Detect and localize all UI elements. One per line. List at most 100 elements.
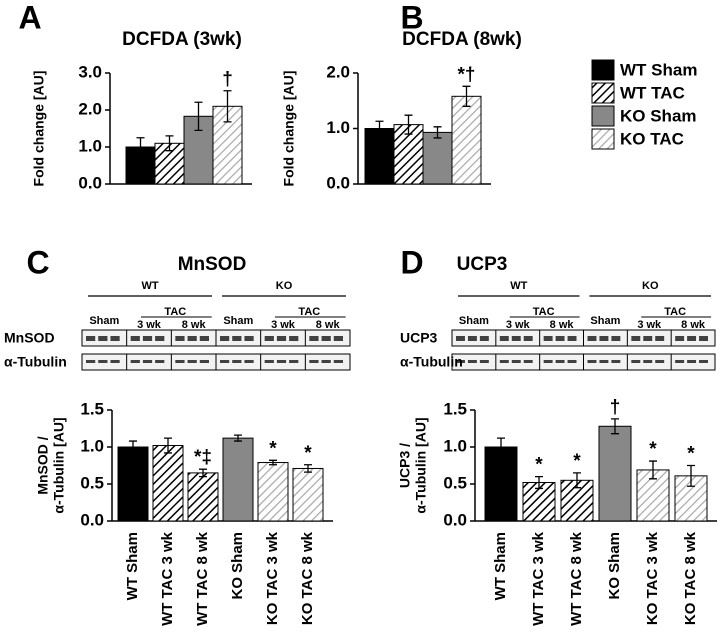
band (264, 360, 274, 363)
y-tick-label: 0.0 (80, 510, 104, 529)
lane-label: 3 wk (137, 319, 162, 331)
band (655, 360, 665, 363)
x-tick-label: KO Sham (229, 532, 246, 600)
chart-title: DCFDA (3wk) (122, 29, 242, 50)
band (467, 360, 477, 363)
panel-letter: D (400, 244, 423, 280)
band (643, 360, 653, 363)
band (220, 360, 230, 363)
bar (152, 445, 184, 522)
panel-letter: C (26, 244, 49, 280)
significance-mark: *‡ (194, 447, 212, 468)
y-tick-label: 0.0 (443, 510, 467, 529)
band (175, 336, 185, 341)
band (309, 336, 319, 341)
blot-row-label: MnSOD (4, 330, 55, 346)
error-bar (687, 464, 695, 487)
band (244, 360, 254, 363)
band (699, 336, 708, 341)
band (631, 336, 641, 341)
legend-swatch (591, 59, 615, 81)
lane-label: 8 wk (550, 319, 575, 331)
band (232, 336, 242, 341)
significance-mark: * (687, 444, 695, 465)
error-bar (649, 460, 657, 480)
significance-mark: * (649, 439, 657, 460)
y-axis-label: UCP3 / (397, 443, 413, 488)
lane-label: 8 wk (316, 319, 341, 331)
chart-title: UCP3 (457, 254, 508, 275)
band (611, 360, 621, 363)
lane-label: Sham (459, 315, 489, 327)
lane-label: Sham (223, 315, 253, 327)
group-label: WT (510, 280, 527, 292)
band (499, 336, 509, 341)
error-bar (223, 90, 232, 123)
legend-swatch (591, 128, 615, 150)
y-tick-label: 0.0 (326, 173, 350, 192)
significance-mark: * (573, 451, 581, 472)
x-tick-label: KO TAC 8 wk (682, 531, 699, 625)
x-tick-label: KO Sham (606, 532, 623, 600)
band (199, 336, 209, 341)
legend-label: KO TAC (620, 129, 684, 148)
band (175, 360, 185, 363)
y-tick-label: 1.0 (78, 136, 102, 155)
legend-label: WT TAC (620, 83, 685, 102)
x-tick-label: WT Sham (124, 532, 141, 600)
band (276, 360, 287, 363)
band (187, 336, 197, 341)
error-bar (129, 440, 137, 454)
band (687, 336, 697, 341)
band (643, 336, 653, 341)
error-bar (199, 468, 207, 478)
panel-letter: B (400, 0, 423, 35)
band (86, 336, 96, 341)
blot-row-label: α-Tubulin (400, 354, 463, 370)
band (98, 336, 108, 341)
lane-label: TAC (533, 306, 555, 318)
band (130, 360, 140, 363)
significance-mark: † (610, 397, 621, 418)
error-bar (404, 114, 413, 135)
panel-letter: A (18, 0, 41, 35)
band (543, 360, 553, 363)
band (687, 360, 697, 363)
band (523, 336, 533, 341)
bar (257, 462, 289, 522)
bar (187, 472, 219, 522)
lane-label: Sham (89, 315, 119, 327)
band (321, 360, 331, 363)
band (232, 360, 242, 363)
significance-mark: *† (458, 64, 476, 85)
group-label: KO (642, 280, 659, 292)
band (699, 360, 708, 363)
chart-title: MnSOD (178, 254, 247, 275)
band (276, 336, 287, 341)
y-tick-label: 1.0 (326, 118, 350, 137)
lane-label: 8 wk (681, 319, 706, 331)
lane-label: TAC (664, 306, 686, 318)
bar (364, 128, 395, 185)
legend-swatch (591, 82, 615, 104)
band (187, 360, 197, 363)
band (675, 360, 685, 363)
y-tick-label: 2.0 (78, 99, 102, 118)
error-bar (611, 418, 619, 435)
bar (117, 446, 149, 522)
y-tick-label: 2.0 (326, 62, 350, 81)
band (599, 360, 609, 363)
band (555, 360, 565, 363)
error-bar (433, 126, 442, 139)
error-bar (573, 472, 581, 489)
chart-title: DCFDA (8wk) (402, 29, 522, 50)
bar (598, 425, 632, 522)
y-axis-label: MnSOD / (35, 436, 51, 494)
band (587, 360, 597, 363)
band (309, 360, 319, 363)
y-axis-label: α-Tubulin [AU] (413, 417, 429, 513)
error-bar (234, 434, 242, 442)
band (142, 336, 153, 341)
band (289, 360, 299, 363)
error-bar (165, 135, 174, 152)
